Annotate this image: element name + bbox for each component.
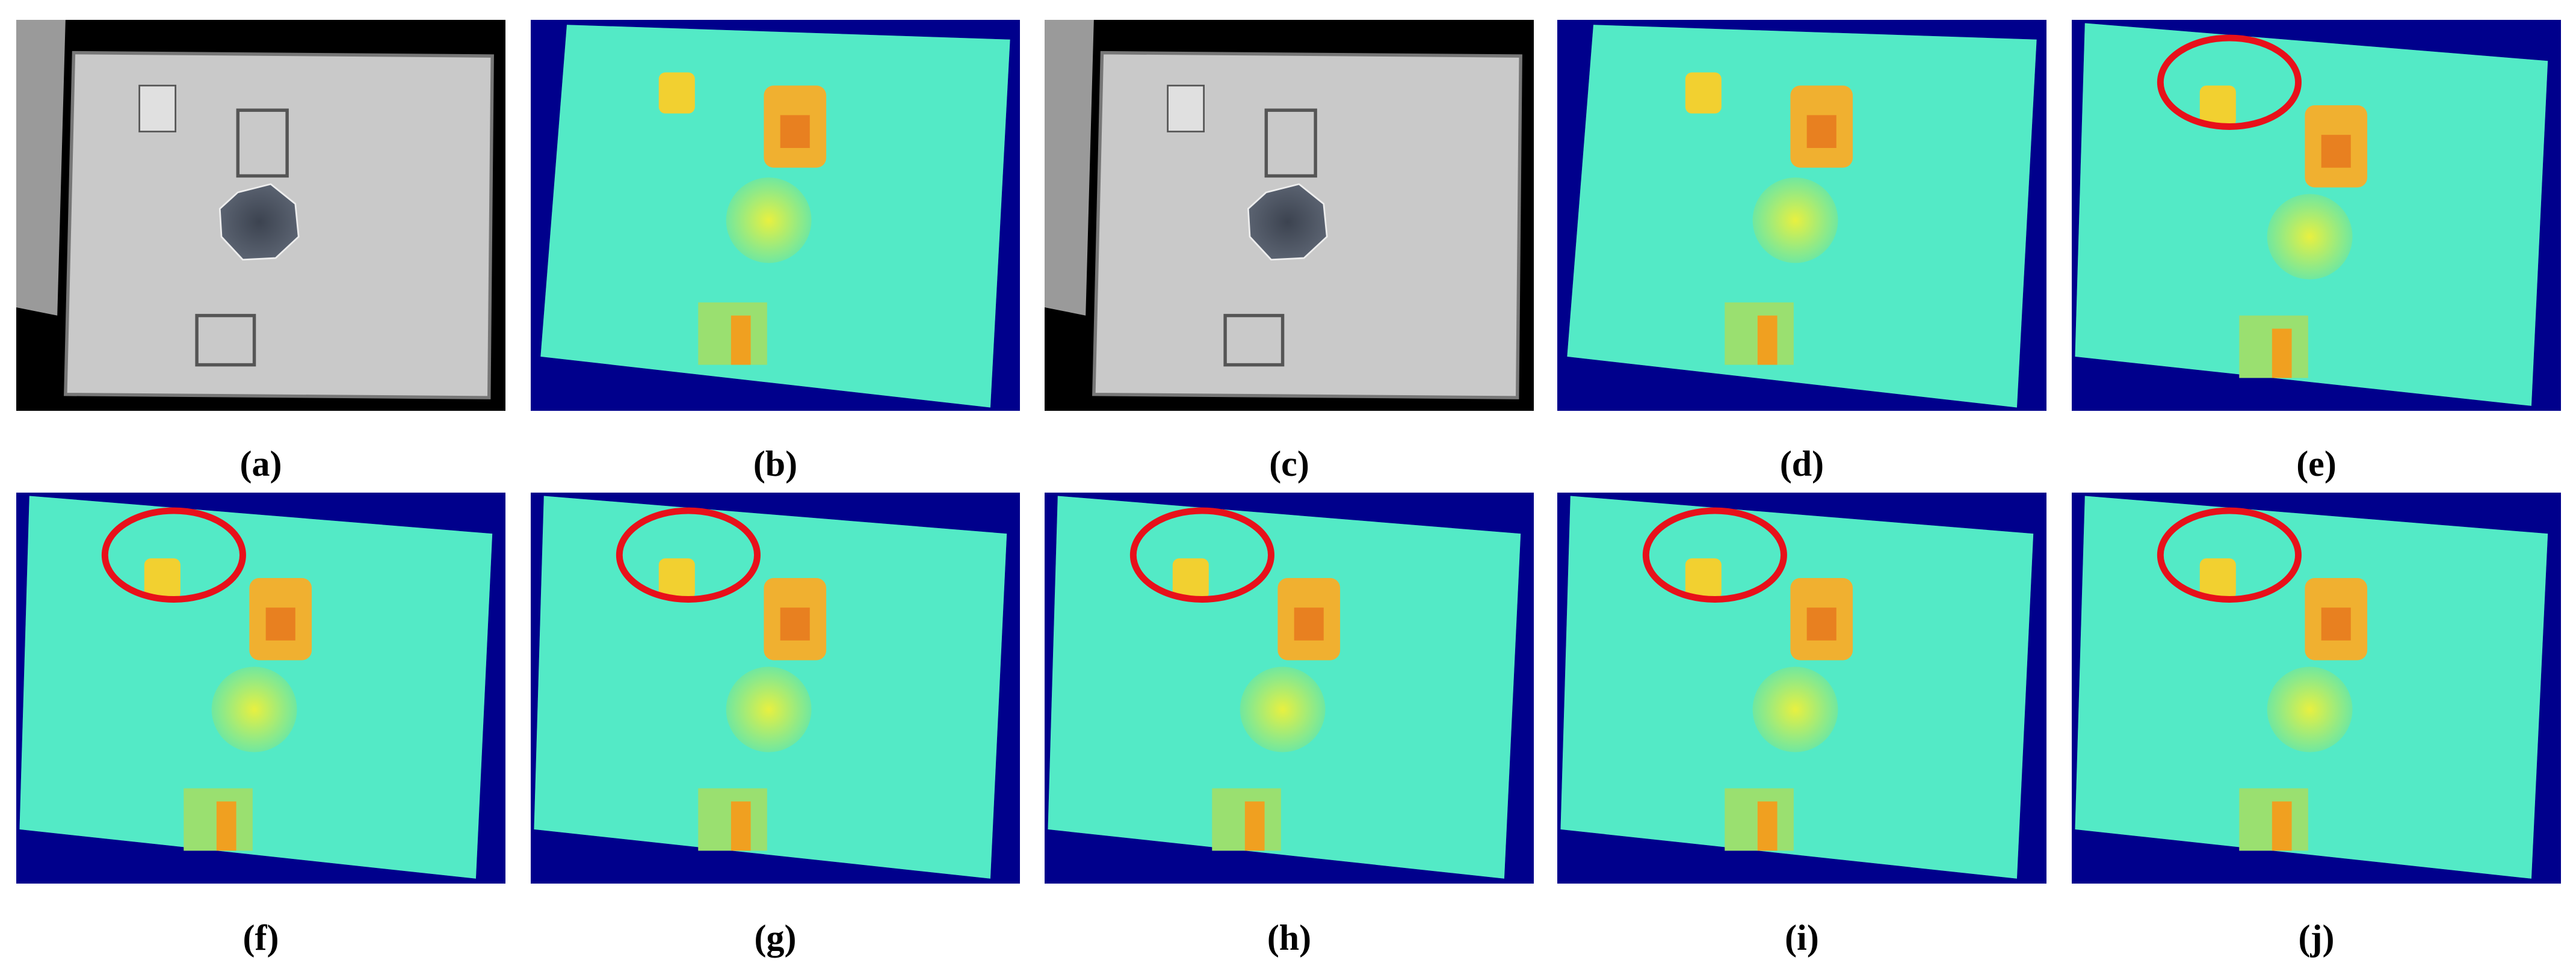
image-panel (1045, 493, 1534, 884)
structure (658, 558, 695, 600)
dome (2267, 666, 2353, 752)
dome (726, 177, 812, 263)
image-panel (531, 493, 1020, 884)
panel-label: (d) (1779, 444, 1824, 484)
image-panel (531, 20, 1020, 411)
structure-core (216, 801, 236, 851)
panel-label: (i) (1785, 918, 1819, 958)
image-panel (2072, 20, 2561, 411)
highlight-circle (1642, 507, 1787, 603)
structure-core (2321, 608, 2351, 641)
roof-unit (1264, 108, 1317, 178)
structure-core (730, 801, 751, 851)
structure-core (1806, 115, 1836, 149)
roof-unit (1167, 84, 1205, 133)
structure (1685, 72, 1722, 114)
image-panel (1045, 20, 1534, 411)
structure-core (780, 608, 810, 641)
image-panel (16, 493, 505, 884)
ghost-roof (16, 20, 66, 316)
roof-unit (236, 108, 289, 178)
dome (1247, 183, 1328, 261)
structure-core (1244, 801, 1265, 851)
panel-label: (h) (1267, 918, 1312, 958)
dome (726, 666, 812, 752)
dome (1752, 666, 1838, 752)
image-panel (1557, 20, 2046, 411)
structure-core (780, 115, 810, 149)
structure (658, 72, 695, 114)
highlight-circle (1129, 507, 1274, 603)
structure-core (265, 608, 295, 641)
dome (1752, 177, 1838, 263)
structure-core (2321, 135, 2351, 168)
highlight-circle (616, 507, 761, 603)
panel-label: (g) (754, 918, 797, 958)
dome (211, 666, 297, 752)
structure-core (2272, 328, 2292, 378)
image-panel (1557, 493, 2046, 884)
structure-core (1757, 801, 1778, 851)
dome (218, 183, 300, 261)
dome (2267, 194, 2353, 280)
structure-core (2272, 801, 2292, 851)
structure-core (1294, 608, 1324, 641)
roof-unit (1223, 313, 1285, 367)
structure (2199, 558, 2236, 600)
structure-core (1806, 608, 1836, 641)
panel-label: (j) (2298, 918, 2335, 958)
image-panel (2072, 493, 2561, 884)
ghost-roof (1045, 20, 1094, 316)
image-panel (16, 20, 505, 411)
panel-label: (e) (2296, 444, 2337, 484)
panel-label: (c) (1269, 444, 1309, 484)
structure (2199, 85, 2236, 127)
structure-core (730, 315, 751, 365)
panel-label: (f) (242, 918, 279, 958)
panel-label: (a) (239, 444, 282, 484)
highlight-circle (101, 507, 246, 603)
structure (1172, 558, 1209, 600)
panel-label: (b) (753, 444, 798, 484)
roof-unit (138, 84, 176, 133)
structure (1685, 558, 1722, 600)
structure (144, 558, 181, 600)
highlight-circle (2157, 34, 2302, 130)
highlight-circle (2157, 507, 2302, 603)
dome (1240, 666, 1326, 752)
roof-unit (195, 313, 256, 367)
structure-core (1757, 315, 1778, 365)
